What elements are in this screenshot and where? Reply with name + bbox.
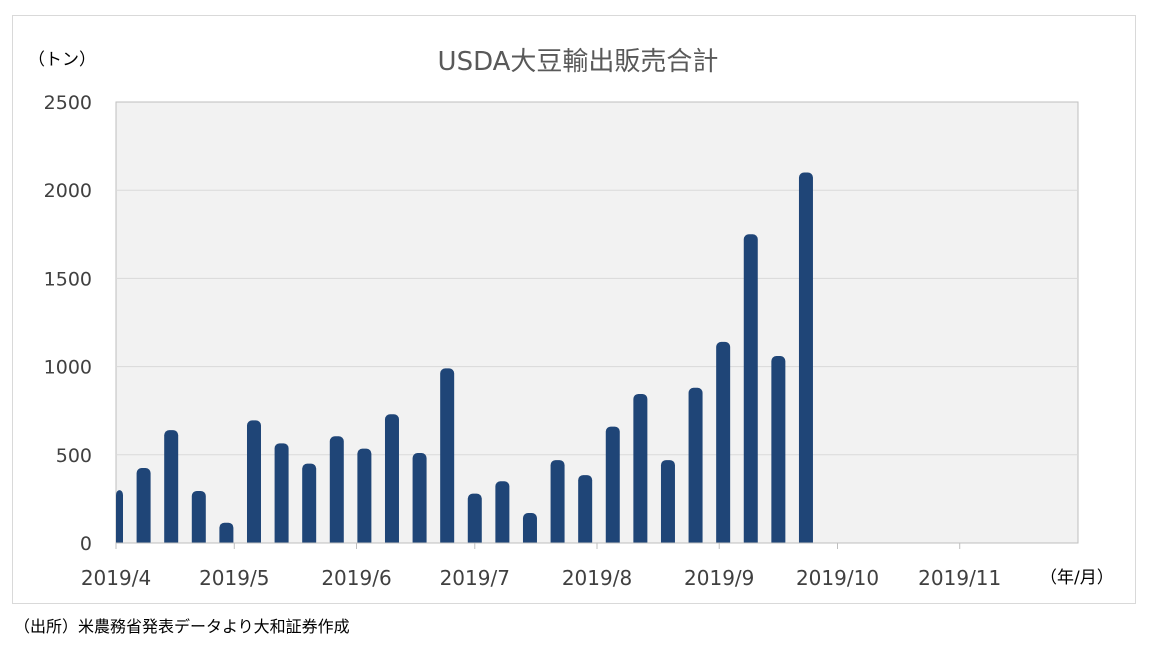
bar [384,414,399,543]
bar [550,460,565,543]
x-axis: 2019/4 2019/5 2019/6 2019/7 2019/8 2019/9 2019… [81,542,1078,590]
bar [191,490,206,543]
y-tick-label: 1500 [44,268,92,290]
x-tick-label: 2019/10 [796,566,879,590]
x-tick-label: 2019/8 [562,566,632,590]
bar [688,387,703,543]
y-tick-label: 2000 [44,180,92,202]
bar [302,463,317,543]
bar [246,420,261,543]
bar [136,468,151,543]
bar [716,341,731,543]
bar [605,426,620,543]
bar [116,490,123,543]
bar [219,522,234,543]
bar [660,460,675,543]
bar [274,443,289,543]
bar [578,475,593,543]
x-tick-label: 2019/5 [199,566,269,590]
bar [743,234,758,543]
x-tick-label: 2019/9 [684,566,754,590]
x-axis-label: （年/月） [1040,568,1114,588]
y-axis-label: （トン） [28,50,96,70]
bar [440,368,455,543]
bar [495,481,510,543]
x-tick-label: 2019/6 [321,566,391,590]
bar [412,453,427,543]
y-tick-label: 0 [80,533,92,555]
bars [116,172,813,543]
x-tick-label: 2019/4 [81,566,151,590]
bar [522,513,537,543]
chart-title: USDA大豆輸出販売合計 [438,47,719,77]
bar [357,448,372,543]
y-tick-label: 2500 [44,92,92,114]
bar [771,356,786,543]
x-tick-label: 2019/7 [440,566,510,590]
y-tick-label: 1000 [44,357,92,379]
y-tick-label: 500 [56,445,92,467]
bar [633,393,648,543]
bar [467,493,482,543]
y-axis: 0 500 1000 1500 2000 2500 [44,92,92,555]
bar [798,172,813,543]
source-note: （出所）米農務省発表データより大和証券作成 [14,617,350,636]
bar [164,430,179,543]
bar [329,436,344,543]
x-tick-label: 2019/11 [918,566,1001,590]
